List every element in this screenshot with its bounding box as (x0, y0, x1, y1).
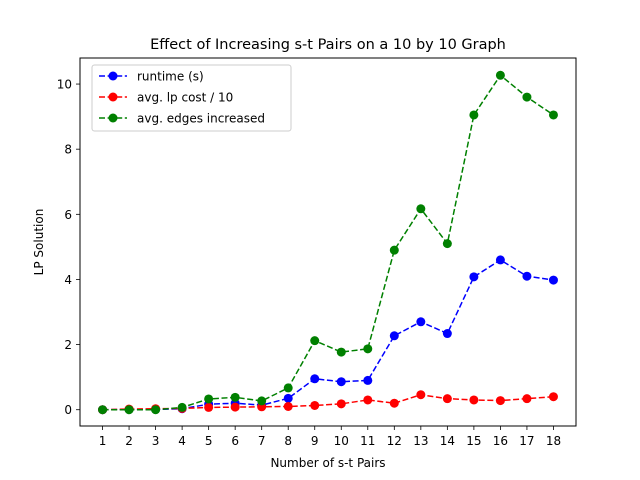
data-point (416, 317, 426, 327)
data-point (469, 272, 479, 282)
legend-item: runtime (s) (99, 70, 204, 84)
y-tick-label: 6 (64, 208, 72, 222)
legend-label: avg. lp cost / 10 (137, 91, 233, 105)
series-line (102, 259, 554, 411)
y-tick-label: 10 (57, 78, 72, 92)
x-tick-label: 10 (334, 434, 349, 448)
data-point (548, 110, 558, 120)
y-axis-label: LP Solution (32, 209, 46, 276)
data-point (336, 377, 346, 387)
data-point (204, 402, 214, 412)
x-tick-label: 2 (125, 434, 133, 448)
data-point (177, 402, 187, 412)
series-1 (98, 390, 558, 415)
x-tick-label: 18 (546, 434, 561, 448)
x-axis: 1 2 3 4 5 6 7 8 9 10 11 12 13 14 15 16 17 18 (99, 426, 561, 448)
data-point (495, 255, 505, 265)
data-point (522, 271, 532, 281)
data-point (257, 396, 267, 406)
series-2 (98, 70, 558, 415)
x-tick-label: 11 (360, 434, 375, 448)
data-point (442, 329, 452, 339)
data-point (98, 405, 108, 415)
plot-area (98, 70, 558, 415)
data-point (310, 374, 320, 384)
data-point (363, 375, 373, 385)
legend-marker (108, 113, 118, 123)
x-tick-label: 13 (413, 434, 428, 448)
data-point (495, 70, 505, 80)
x-tick-label: 9 (311, 434, 319, 448)
legend-marker (108, 71, 118, 81)
x-tick-label: 5 (205, 434, 213, 448)
x-axis-label: Number of s-t Pairs (270, 456, 385, 470)
series-0 (98, 255, 558, 415)
data-point (310, 336, 320, 346)
y-tick-label: 4 (64, 273, 72, 287)
y-tick-label: 8 (64, 143, 72, 157)
data-point (283, 383, 293, 393)
y-tick-label: 0 (64, 403, 72, 417)
data-point (336, 399, 346, 409)
x-tick-label: 14 (440, 434, 455, 448)
legend-marker (108, 92, 118, 102)
x-tick-label: 8 (284, 434, 292, 448)
legend-label: runtime (s) (137, 70, 204, 84)
data-point (548, 275, 558, 285)
data-point (230, 392, 240, 402)
data-point (522, 394, 532, 404)
legend-label: avg. edges increased (137, 112, 265, 126)
series-line (102, 393, 554, 411)
series-line (102, 74, 554, 411)
x-tick-label: 17 (519, 434, 534, 448)
data-point (283, 393, 293, 403)
data-point (283, 401, 293, 411)
x-tick-label: 4 (178, 434, 186, 448)
data-point (495, 396, 505, 406)
x-tick-label: 15 (466, 434, 481, 448)
x-tick-label: 12 (387, 434, 402, 448)
axes-frame (79, 57, 577, 427)
chart-title: Effect of Increasing s-t Pairs on a 10 b… (150, 37, 506, 53)
y-tick-label: 2 (64, 338, 72, 352)
data-point (363, 344, 373, 354)
data-point (469, 395, 479, 405)
data-point (124, 405, 134, 415)
data-point (469, 110, 479, 120)
legend: runtime (s) avg. lp cost / 10 avg. edges i… (91, 64, 292, 132)
legend-box (91, 64, 292, 132)
data-point (389, 398, 399, 408)
legend-item: avg. edges increased (99, 112, 265, 126)
x-tick-label: 3 (152, 434, 160, 448)
data-point (442, 394, 452, 404)
y-axis: 0 2 4 6 8 10 (57, 78, 80, 417)
data-point (336, 347, 346, 357)
data-point (310, 400, 320, 410)
data-point (442, 239, 452, 249)
data-point (151, 405, 161, 415)
data-point (204, 394, 214, 404)
data-point (548, 392, 558, 402)
data-point (389, 331, 399, 341)
x-tick-label: 6 (231, 434, 239, 448)
data-point (522, 92, 532, 102)
data-point (363, 395, 373, 405)
legend-item: avg. lp cost / 10 (99, 91, 233, 105)
data-point (416, 390, 426, 400)
data-point (416, 204, 426, 214)
data-point (389, 245, 399, 255)
x-tick-label: 7 (258, 434, 266, 448)
data-point (230, 402, 240, 412)
x-tick-label: 16 (493, 434, 508, 448)
x-tick-label: 1 (99, 434, 107, 448)
